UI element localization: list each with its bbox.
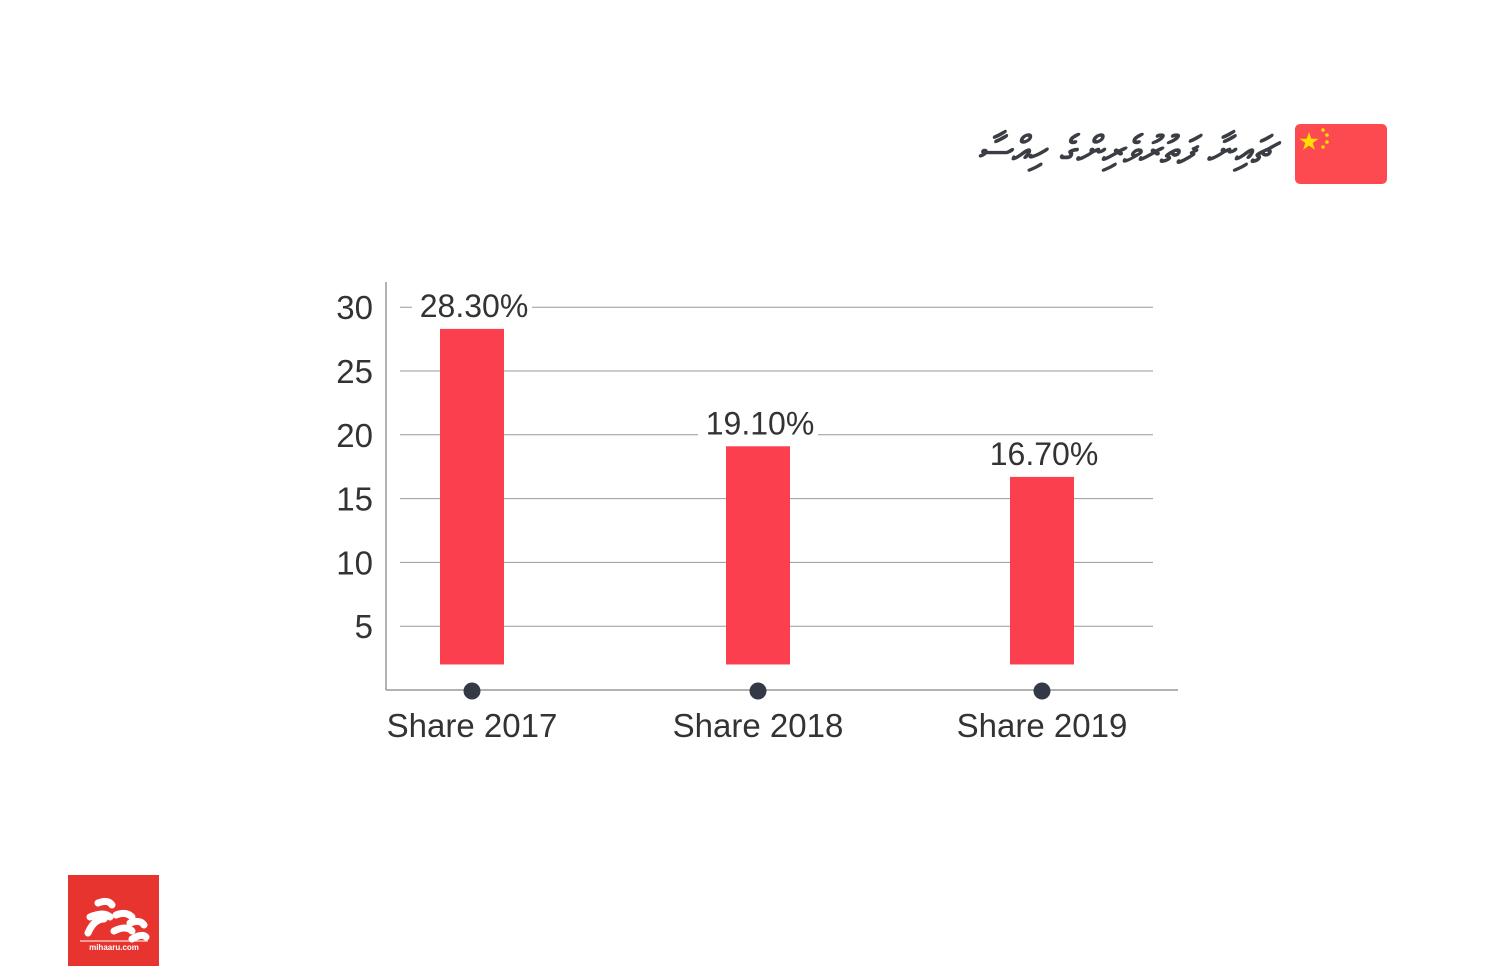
bar	[440, 328, 504, 665]
y-tick-label: 5	[355, 608, 373, 645]
x-tick-label: Share 2019	[957, 707, 1128, 744]
category-marker	[463, 682, 481, 700]
y-tick-label: 15	[336, 481, 373, 518]
x-tick-label: Share 2017	[387, 707, 558, 744]
chart-title: ޗައިނާ ފަތުރުވެރިންގެ ހިއްސާ	[977, 128, 1275, 172]
data-label: 28.30%	[420, 288, 529, 324]
data-label-background	[412, 294, 532, 325]
data-label-background	[698, 412, 818, 443]
mihaaru-logo: mihaaru.com	[68, 875, 159, 966]
y-tick-label: 20	[336, 417, 373, 454]
bar	[1010, 476, 1074, 665]
y-tick-label: 25	[336, 353, 373, 390]
data-label: 16.70%	[990, 436, 1099, 472]
logo-text: mihaaru.com	[89, 943, 139, 952]
category-marker	[1033, 682, 1051, 700]
y-tick-label: 10	[336, 544, 373, 581]
bar	[726, 446, 790, 665]
y-tick-label: 30	[336, 289, 373, 326]
category-marker	[749, 682, 767, 700]
data-label: 19.10%	[706, 405, 815, 441]
china-flag-icon	[1295, 124, 1387, 184]
data-label-background	[982, 442, 1102, 473]
x-tick-label: Share 2018	[673, 707, 844, 744]
